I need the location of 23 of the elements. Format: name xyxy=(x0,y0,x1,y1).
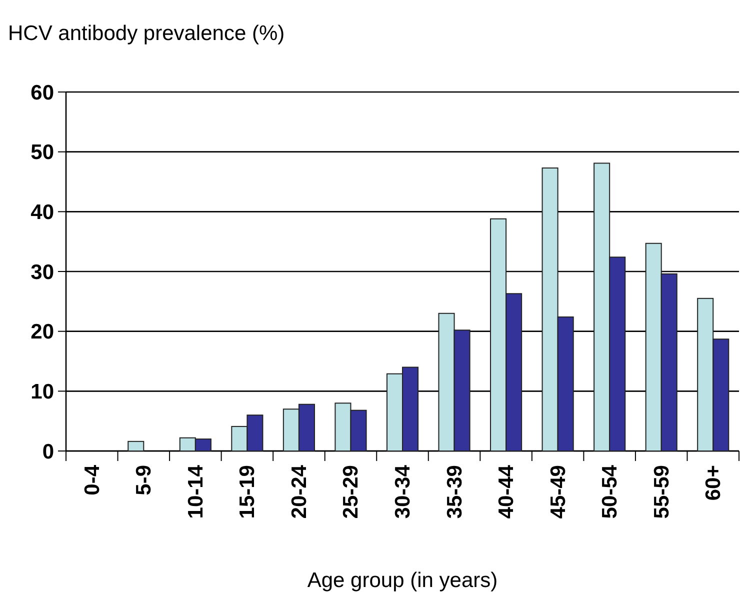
x-tick-label: 40-44 xyxy=(495,464,518,519)
y-tick-label: 50 xyxy=(30,141,54,164)
x-tick-label: 10-14 xyxy=(184,464,208,519)
x-axis-title: Age group (in years) xyxy=(307,569,498,592)
x-tick-label: 5-9 xyxy=(132,465,156,496)
y-tick-label: 10 xyxy=(30,380,54,404)
y-tick-label: 20 xyxy=(30,320,54,344)
x-tick-label: 25-29 xyxy=(340,465,363,519)
x-tick-label: 20-24 xyxy=(288,464,311,519)
x-tick-label: 0-4 xyxy=(80,464,104,496)
chart-title: HCV antibody prevalence (%) xyxy=(8,22,285,45)
x-tick-label: 60+ xyxy=(702,465,726,501)
y-tick-label: 60 xyxy=(30,81,54,104)
x-tick-label: 45-49 xyxy=(546,465,570,519)
x-tick-label: 50-54 xyxy=(598,464,622,519)
x-tick-label: 30-34 xyxy=(392,464,414,519)
y-tick-label: 0 xyxy=(42,440,54,464)
x-tick-label: 15-19 xyxy=(236,465,260,519)
y-tick-label: 40 xyxy=(30,201,54,224)
x-tick-label: 55-59 xyxy=(650,465,674,519)
x-tick-label: 35-39 xyxy=(443,465,466,519)
bar xyxy=(128,440,144,452)
y-tick-label: 30 xyxy=(30,260,54,284)
